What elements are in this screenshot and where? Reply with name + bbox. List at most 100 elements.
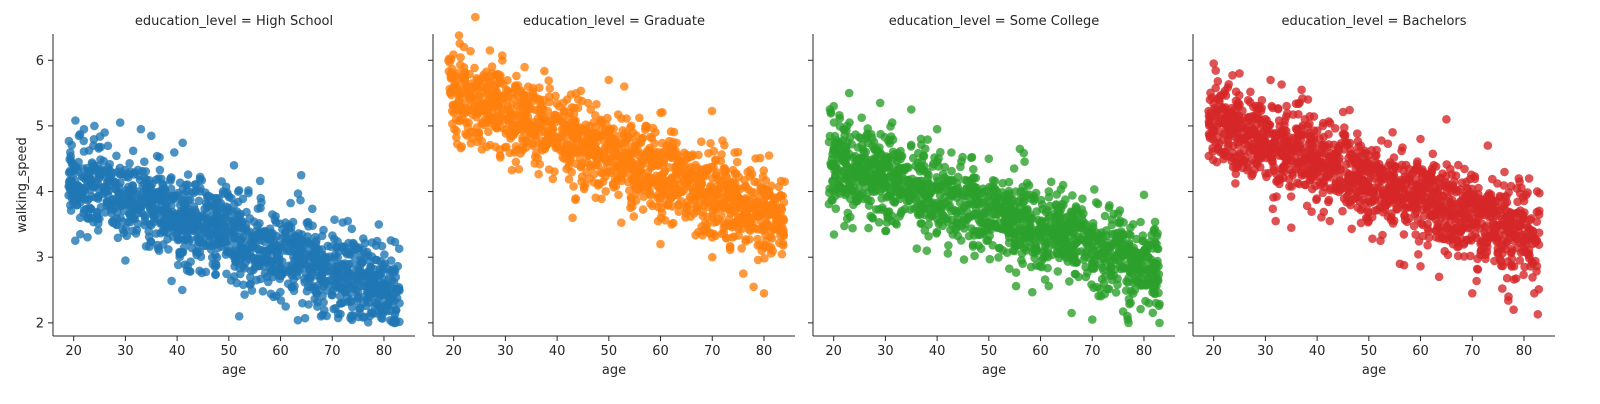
data-point bbox=[923, 246, 932, 255]
data-point bbox=[977, 244, 986, 253]
data-point bbox=[647, 162, 656, 171]
data-point bbox=[848, 224, 857, 233]
data-point bbox=[765, 151, 774, 160]
data-point bbox=[294, 189, 303, 198]
data-point bbox=[651, 148, 660, 157]
data-point bbox=[699, 208, 708, 217]
data-point bbox=[618, 177, 627, 186]
data-point bbox=[655, 172, 664, 181]
data-point bbox=[308, 205, 317, 214]
data-point bbox=[1020, 157, 1029, 166]
data-point bbox=[322, 277, 331, 286]
data-point bbox=[654, 217, 663, 226]
data-point bbox=[112, 152, 121, 161]
data-point bbox=[903, 197, 912, 206]
data-point bbox=[325, 252, 334, 261]
data-point bbox=[515, 165, 524, 174]
data-point bbox=[198, 223, 207, 232]
data-point bbox=[1094, 200, 1103, 209]
data-point bbox=[771, 195, 780, 204]
data-point bbox=[545, 92, 554, 101]
data-point bbox=[188, 220, 197, 229]
data-point bbox=[598, 131, 607, 140]
data-point bbox=[344, 217, 353, 226]
data-point bbox=[841, 174, 850, 183]
data-point bbox=[459, 116, 468, 125]
data-point bbox=[510, 94, 519, 103]
data-point bbox=[601, 187, 610, 196]
data-point bbox=[1338, 207, 1347, 216]
data-point bbox=[368, 238, 377, 247]
data-point bbox=[718, 177, 727, 186]
data-point bbox=[739, 269, 748, 278]
data-point bbox=[193, 234, 202, 243]
data-point bbox=[762, 237, 771, 246]
data-point bbox=[709, 163, 718, 172]
x-tick-label: 80 bbox=[756, 344, 773, 359]
data-point bbox=[733, 158, 742, 167]
data-point bbox=[1090, 185, 1099, 194]
x-tick-label: 60 bbox=[1032, 344, 1049, 359]
data-point bbox=[577, 87, 586, 96]
data-point bbox=[476, 101, 485, 110]
data-point bbox=[108, 218, 117, 227]
x-tick-label: 50 bbox=[221, 344, 238, 359]
data-point bbox=[1377, 136, 1386, 145]
data-point bbox=[1118, 253, 1127, 262]
data-point bbox=[565, 175, 574, 184]
data-point bbox=[925, 213, 934, 222]
x-tick-label: 50 bbox=[981, 344, 998, 359]
data-point bbox=[122, 173, 131, 182]
data-point bbox=[329, 305, 338, 314]
data-point bbox=[1072, 258, 1081, 267]
data-point bbox=[339, 261, 348, 270]
data-point bbox=[196, 187, 205, 196]
data-point bbox=[67, 177, 76, 186]
data-point bbox=[656, 109, 665, 118]
data-point bbox=[708, 253, 717, 262]
data-point bbox=[890, 198, 899, 207]
data-point bbox=[1136, 218, 1145, 227]
data-point bbox=[1027, 194, 1036, 203]
data-point bbox=[938, 211, 947, 220]
data-point bbox=[540, 112, 549, 121]
data-point bbox=[133, 187, 142, 196]
data-point bbox=[230, 262, 239, 271]
data-point bbox=[721, 167, 730, 176]
data-point bbox=[712, 218, 721, 227]
data-point bbox=[447, 72, 456, 81]
data-point bbox=[449, 109, 458, 118]
data-point bbox=[656, 240, 665, 249]
data-point bbox=[301, 314, 310, 323]
data-point bbox=[233, 220, 242, 229]
data-point bbox=[626, 123, 635, 132]
data-point bbox=[170, 148, 179, 157]
data-point bbox=[178, 286, 187, 295]
data-point bbox=[1155, 319, 1164, 328]
data-point bbox=[758, 187, 767, 196]
data-point bbox=[274, 271, 283, 280]
data-point bbox=[585, 145, 594, 154]
data-point bbox=[366, 257, 375, 266]
data-point bbox=[639, 205, 648, 214]
data-point bbox=[933, 125, 942, 134]
data-point bbox=[601, 172, 610, 181]
data-point bbox=[1136, 305, 1145, 314]
data-point bbox=[646, 199, 655, 208]
data-point bbox=[595, 155, 604, 164]
data-point bbox=[617, 218, 626, 227]
data-point bbox=[694, 151, 703, 160]
x-tick-label: 20 bbox=[65, 344, 82, 359]
data-point bbox=[1151, 225, 1160, 234]
data-point bbox=[870, 154, 879, 163]
data-point bbox=[137, 125, 146, 134]
data-point bbox=[487, 96, 496, 105]
data-point bbox=[1127, 287, 1136, 296]
data-point bbox=[223, 188, 232, 197]
data-point bbox=[618, 151, 627, 160]
data-point bbox=[972, 174, 981, 183]
data-point bbox=[1112, 288, 1121, 297]
data-point bbox=[689, 188, 698, 197]
data-point bbox=[549, 175, 558, 184]
